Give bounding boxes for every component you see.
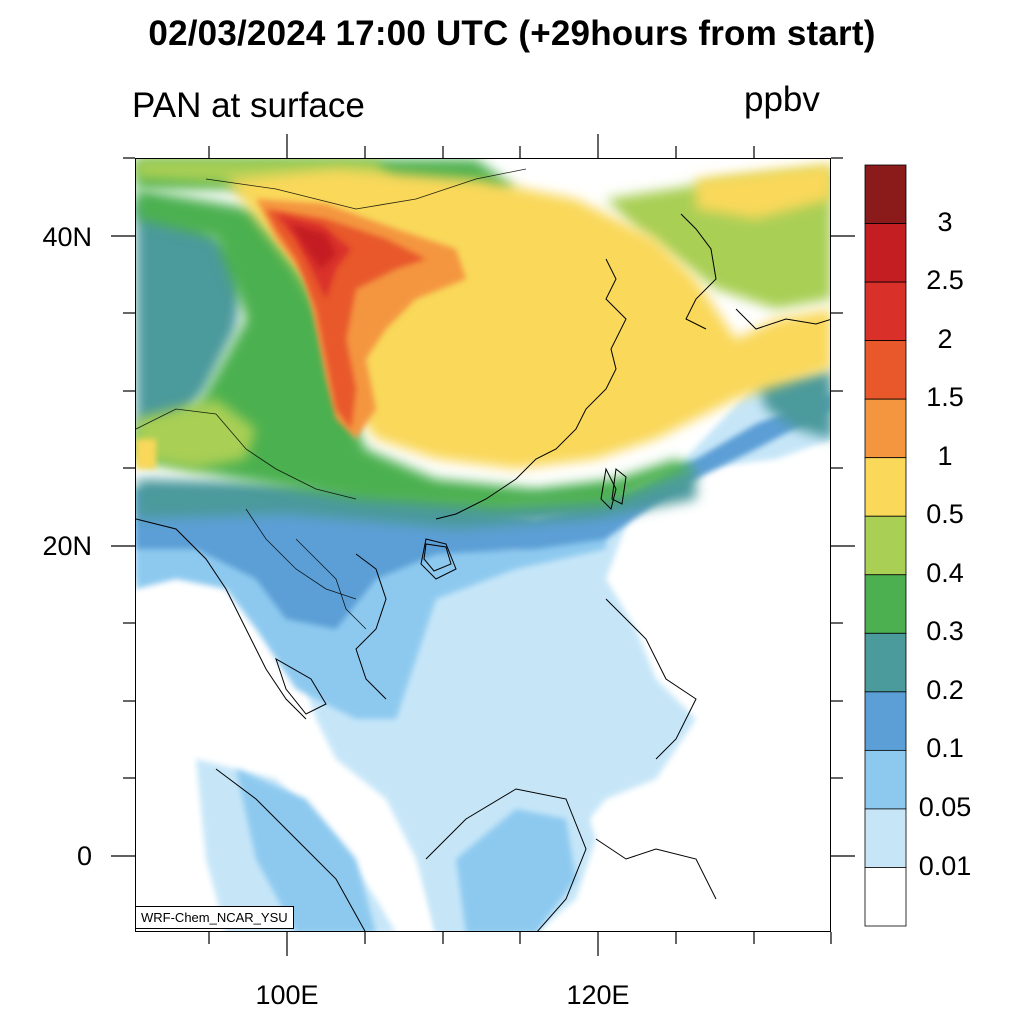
map-panel — [135, 158, 831, 932]
colorbar-swatch — [864, 632, 907, 693]
country-borders — [136, 168, 527, 630]
colorbar-swatch — [864, 515, 907, 576]
coastlines — [136, 213, 830, 931]
colorbar-label: 0.1 — [926, 733, 964, 764]
region-0.05-borneo — [456, 809, 576, 931]
colorbar-swatch — [864, 340, 907, 400]
field-label: PAN at surface — [132, 86, 365, 125]
colorbar — [864, 164, 907, 927]
colorbar-swatch — [864, 457, 907, 517]
colorbar-swatch — [864, 867, 907, 927]
region-0.5-ne — [696, 164, 830, 219]
model-credit: WRF-Chem_NCAR_YSU — [135, 906, 294, 929]
region-0.2 — [136, 199, 246, 429]
lat-label-40n: 40N — [42, 222, 92, 252]
region-0.5-west — [136, 439, 156, 469]
colorbar-swatch — [864, 691, 907, 751]
hainan-outline — [423, 543, 452, 572]
colorbar-label: 3 — [937, 206, 953, 237]
colorbar-label: 0.4 — [926, 557, 964, 588]
region-0.1 — [136, 394, 830, 629]
region-2.5 — [291, 224, 336, 269]
units-label: ppbv — [744, 80, 820, 119]
colorbar-swatch — [864, 398, 907, 459]
concentration-map — [136, 159, 830, 931]
colorbar-swatch — [864, 749, 907, 810]
region-0.05-sumatra — [236, 769, 376, 931]
colorbar-swatch — [864, 223, 907, 283]
colorbar-label: 0.01 — [918, 850, 972, 881]
colorbar-swatch — [864, 574, 907, 634]
colorbar-swatch — [864, 164, 907, 224]
colorbar-label: 2 — [937, 323, 953, 354]
colorbar-swatch — [864, 281, 907, 342]
colorbar-label: 1.5 — [926, 382, 964, 413]
region-1.5 — [266, 209, 426, 429]
colorbar-label: 0.2 — [926, 674, 964, 705]
colorbar-swatch — [864, 808, 907, 868]
colorbar-label: 0.05 — [918, 791, 972, 822]
colorbar-label: 1 — [937, 440, 953, 471]
lat-label-0: 0 — [76, 841, 92, 871]
lon-label-120e: 120E — [566, 980, 630, 1010]
colorbar-label: 2.5 — [926, 265, 964, 296]
taiwan-outline — [611, 468, 627, 505]
lon-label-100e: 100E — [255, 980, 319, 1010]
colorbar-label: 0.5 — [926, 499, 964, 530]
colorbar-label: 0.3 — [926, 616, 964, 647]
region-0.4-sw — [136, 399, 256, 469]
region-0.3 — [136, 189, 696, 509]
map-title: 02/03/2024 17:00 UTC (+29hours from star… — [148, 14, 876, 53]
lat-label-20n: 20N — [42, 531, 92, 561]
